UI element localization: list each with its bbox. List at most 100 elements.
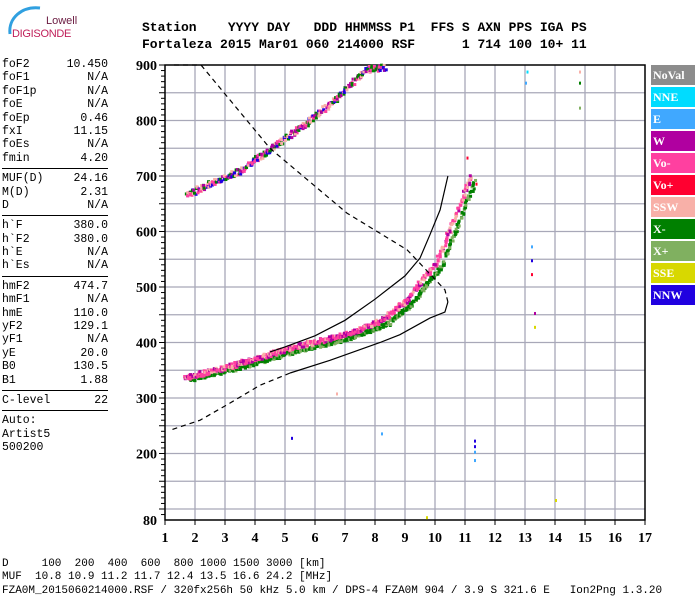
o-trace-echo bbox=[367, 323, 371, 327]
x-trace-echo bbox=[267, 358, 271, 362]
x-trace-echo bbox=[464, 198, 468, 202]
multihop-echo bbox=[293, 132, 297, 136]
o-trace-echo bbox=[468, 183, 472, 187]
multihop-echo bbox=[360, 73, 364, 77]
o-trace-echo bbox=[196, 374, 200, 378]
divider bbox=[2, 410, 108, 412]
x-trace-echo bbox=[391, 319, 395, 323]
param-row-d: D N/A bbox=[2, 199, 108, 212]
x-trace-echo bbox=[364, 329, 368, 333]
muf-row: MUF 10.8 10.9 11.2 11.7 12.4 13.5 16.6 2… bbox=[2, 571, 333, 583]
multihop-echo bbox=[299, 124, 303, 128]
multihop-echo bbox=[366, 67, 370, 71]
x-trace-echo bbox=[401, 311, 405, 315]
x-trace-echo bbox=[283, 353, 287, 357]
x-trace-echo bbox=[462, 212, 466, 216]
param-value: 0.46 bbox=[80, 111, 108, 125]
x-trace-echo bbox=[307, 347, 311, 351]
multihop-echo bbox=[275, 144, 279, 148]
multihop-echo bbox=[383, 68, 387, 72]
o-trace-echo bbox=[377, 322, 381, 326]
param-value: 474.7 bbox=[73, 279, 108, 293]
o-trace-echo bbox=[230, 362, 234, 366]
multihop-echo bbox=[343, 88, 347, 92]
multihop-echo bbox=[265, 151, 269, 155]
multihop-echo bbox=[287, 137, 291, 141]
x-trace-echo bbox=[409, 304, 413, 308]
multihop-echo bbox=[323, 104, 327, 108]
x-trace-echo bbox=[381, 325, 385, 329]
param-name: h`F bbox=[2, 219, 23, 233]
x-trace-echo bbox=[402, 307, 406, 311]
param-row-fmin: fmin 4.20 bbox=[2, 152, 108, 165]
x-trace-echo bbox=[425, 285, 429, 289]
param-value: 20.0 bbox=[80, 346, 108, 360]
multihop-echo bbox=[370, 66, 374, 70]
x-trace-echo bbox=[328, 342, 332, 346]
o-trace-echo bbox=[405, 301, 409, 305]
o-trace-echo bbox=[283, 348, 287, 352]
real-height-profile-extrapolated bbox=[169, 372, 291, 431]
o-trace-echo bbox=[435, 262, 439, 266]
o-trace-echo bbox=[236, 364, 240, 368]
x-trace-echo bbox=[389, 322, 393, 326]
o-trace-echo bbox=[302, 345, 306, 349]
multihop-echo bbox=[301, 127, 305, 131]
param-row-yf2: yF2 129.1 bbox=[2, 320, 108, 333]
legend-item-w: W bbox=[651, 131, 695, 151]
multihop-echo bbox=[364, 70, 368, 74]
x-trace-echo bbox=[453, 233, 457, 237]
o-trace-echo bbox=[203, 370, 207, 374]
multihop-echo bbox=[268, 149, 272, 153]
x-trace-echo bbox=[372, 328, 376, 332]
x-trace-echo bbox=[457, 221, 461, 225]
o-trace-echo bbox=[213, 367, 217, 371]
virtual-height-fit-line bbox=[269, 175, 449, 353]
x-trace-echo bbox=[210, 374, 214, 378]
x-trace-echo bbox=[442, 260, 446, 264]
x-trace-echo bbox=[428, 279, 432, 283]
o-trace-echo bbox=[296, 346, 300, 350]
multihop-echo bbox=[230, 175, 234, 179]
o-trace-echo bbox=[415, 284, 419, 288]
o-trace-echo bbox=[241, 359, 245, 363]
multihop-echo bbox=[362, 70, 366, 74]
o-trace-echo bbox=[397, 307, 401, 311]
param-value: N/A bbox=[87, 246, 108, 260]
multihop-echo bbox=[224, 178, 228, 182]
x-trace-echo bbox=[427, 280, 431, 284]
multihop-echo bbox=[278, 143, 282, 147]
o-trace-echo bbox=[377, 320, 381, 324]
o-trace-echo bbox=[238, 362, 242, 366]
o-trace-echo bbox=[390, 312, 394, 316]
o-trace-echo bbox=[257, 358, 261, 362]
multihop-echo bbox=[309, 120, 313, 124]
o-trace-echo bbox=[467, 178, 471, 182]
o-trace-echo bbox=[298, 346, 302, 350]
o-trace-echo bbox=[202, 369, 206, 373]
x-trace-echo bbox=[339, 339, 343, 343]
o-trace-echo bbox=[463, 193, 467, 197]
y-tick-label: 600 bbox=[136, 226, 157, 241]
multihop-echo bbox=[206, 183, 210, 187]
param-value: 1.88 bbox=[80, 373, 108, 387]
multihop-echo bbox=[234, 174, 238, 178]
param-row-clevel: C-level 22 bbox=[2, 394, 108, 407]
multihop-echo bbox=[359, 71, 363, 75]
logo-digisonde: DIGISONDE bbox=[12, 28, 72, 40]
multihop-echo bbox=[327, 107, 331, 111]
o-trace-echo bbox=[262, 352, 266, 356]
o-trace-echo bbox=[363, 326, 367, 330]
divider bbox=[2, 275, 108, 277]
multihop-echo bbox=[239, 172, 243, 176]
multihop-echo bbox=[246, 163, 250, 167]
o-trace-echo bbox=[327, 335, 331, 339]
x-tick-label: 9 bbox=[402, 531, 409, 546]
o-trace-echo bbox=[353, 330, 357, 334]
o-trace-echo bbox=[465, 189, 469, 193]
x-trace-echo bbox=[346, 338, 350, 342]
x-trace-echo bbox=[321, 345, 325, 349]
x-trace-echo bbox=[437, 270, 441, 274]
o-trace-echo bbox=[191, 374, 195, 378]
